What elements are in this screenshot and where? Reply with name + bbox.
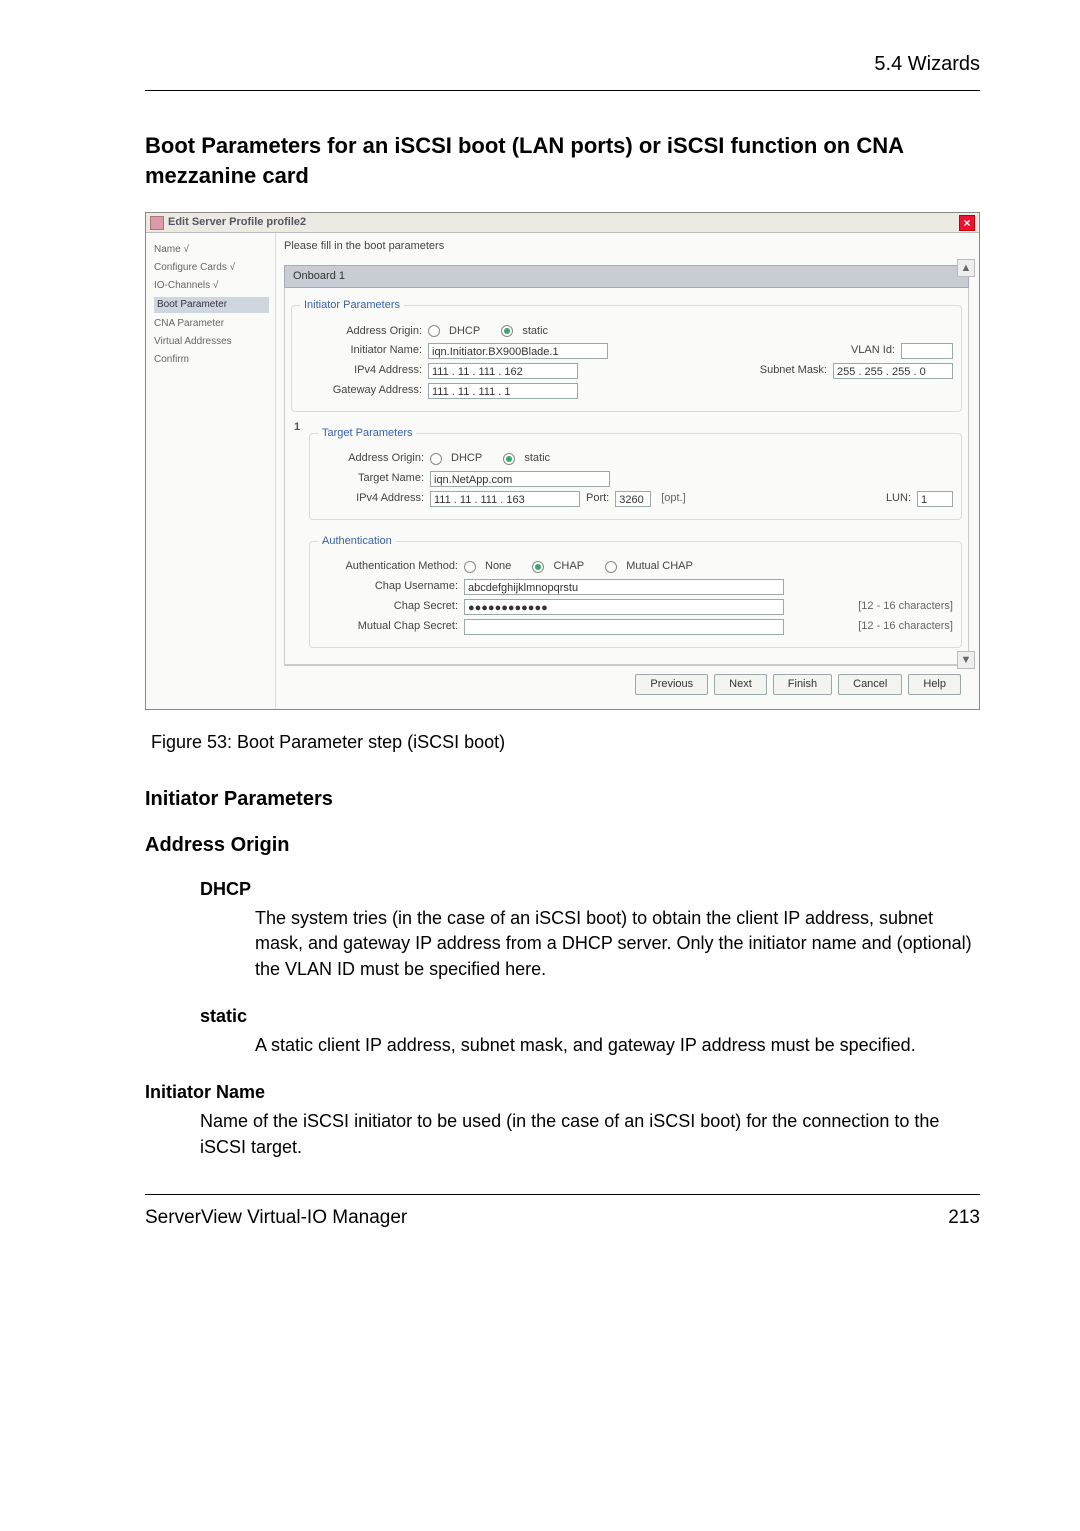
label: Chap Secret:	[318, 599, 458, 614]
sidebar-item-selected[interactable]: Boot Parameter	[154, 297, 269, 313]
sidebar-item[interactable]: IO-Channels √	[154, 279, 269, 293]
target-parameters-group: Target Parameters Address Origin: DHCP s…	[309, 426, 962, 520]
radio-chap[interactable]	[532, 561, 544, 573]
label: Subnet Mask:	[760, 363, 827, 378]
label: Target Name:	[318, 471, 424, 486]
text-dhcp: The system tries (in the case of an iSCS…	[255, 906, 980, 982]
label: IPv4 Address:	[318, 491, 424, 506]
button-bar: Previous Next Finish Cancel Help	[284, 665, 969, 703]
label: Initiator Name:	[300, 343, 422, 358]
radio-label: static	[524, 451, 550, 466]
label: Address Origin:	[318, 451, 424, 466]
char-range-hint: [12 - 16 characters]	[858, 599, 953, 614]
char-range-hint: [12 - 16 characters]	[858, 619, 953, 634]
initiator-name-input[interactable]: iqn.Initiator.BX900Blade.1	[428, 343, 608, 359]
label: VLAN Id:	[851, 343, 895, 358]
page-title: Boot Parameters for an iSCSI boot (LAN p…	[145, 131, 980, 190]
sidebar-item[interactable]: Virtual Addresses	[154, 335, 269, 349]
cancel-button[interactable]: Cancel	[838, 674, 902, 695]
next-button[interactable]: Next	[714, 674, 767, 695]
radio-mutual-chap[interactable]	[605, 561, 617, 573]
ipv4-input[interactable]: 111 . 11 . 111 . 162	[428, 363, 578, 379]
label: Gateway Address:	[300, 383, 422, 398]
window-title: Edit Server Profile profile2	[168, 215, 959, 230]
label: IPv4 Address:	[300, 363, 422, 378]
chap-secret-input[interactable]: ●●●●●●●●●●●●	[464, 599, 784, 615]
window-titlebar: Edit Server Profile profile2 ×	[146, 213, 979, 233]
heading-address-origin: Address Origin	[145, 831, 980, 859]
heading-initiator-parameters: Initiator Parameters	[145, 785, 980, 813]
target-name-input[interactable]: iqn.NetApp.com	[430, 471, 610, 487]
opt-hint: [opt.]	[661, 491, 685, 506]
close-icon[interactable]: ×	[959, 215, 975, 231]
finish-button[interactable]: Finish	[773, 674, 832, 695]
lun-input[interactable]: 1	[917, 491, 953, 507]
term-dhcp: DHCP	[200, 877, 980, 902]
divider	[145, 90, 980, 91]
authentication-group: Authentication Authentication Method: No…	[309, 534, 962, 648]
scroll-down-icon[interactable]: ▼	[957, 651, 975, 669]
radio-label: static	[522, 324, 548, 339]
group-legend: Initiator Parameters	[300, 298, 404, 313]
footer-page: 213	[948, 1205, 980, 1232]
sidebar-item[interactable]: Name √	[154, 243, 269, 257]
screenshot-window: Edit Server Profile profile2 × Name √ Co…	[145, 212, 980, 710]
help-button[interactable]: Help	[908, 674, 961, 695]
previous-button[interactable]: Previous	[635, 674, 708, 695]
vlan-id-input[interactable]	[901, 343, 953, 359]
port-input[interactable]: 3260	[615, 491, 651, 507]
radio-label: DHCP	[451, 451, 482, 466]
radio-static[interactable]	[501, 325, 513, 337]
instruction-text: Please fill in the boot parameters	[284, 239, 969, 254]
radio-none[interactable]	[464, 561, 476, 573]
wizard-sidebar: Name √ Configure Cards √ IO-Channels √ B…	[146, 233, 276, 709]
sidebar-item[interactable]: Configure Cards √	[154, 261, 269, 275]
subnet-input[interactable]: 255 . 255 . 255 . 0	[833, 363, 953, 379]
label: Port:	[586, 491, 609, 506]
window-icon	[150, 216, 164, 230]
text-initiator-name: Name of the iSCSI initiator to be used (…	[200, 1109, 980, 1159]
label: LUN:	[886, 491, 911, 506]
label: Authentication Method:	[318, 559, 458, 574]
card-header: Onboard 1	[284, 265, 969, 288]
footer-product: ServerView Virtual-IO Manager	[145, 1205, 407, 1232]
label: Mutual Chap Secret:	[318, 619, 458, 634]
figure-caption: Figure 53: Boot Parameter step (iSCSI bo…	[151, 730, 980, 755]
label: Chap Username:	[318, 579, 458, 594]
radio-dhcp[interactable]	[428, 325, 440, 337]
target-index: 1	[291, 420, 303, 435]
sidebar-item[interactable]: Confirm	[154, 353, 269, 367]
scroll-up-icon[interactable]: ▲	[957, 259, 975, 277]
gateway-input[interactable]: 111 . 11 . 111 . 1	[428, 383, 578, 399]
label: Address Origin:	[300, 324, 422, 339]
radio-label: None	[485, 559, 511, 574]
section-header: 5.4 Wizards	[145, 50, 980, 78]
group-legend: Authentication	[318, 534, 396, 549]
target-ipv4-input[interactable]: 111 . 11 . 111 . 163	[430, 491, 580, 507]
radio-static[interactable]	[503, 453, 515, 465]
group-legend: Target Parameters	[318, 426, 416, 441]
radio-label: DHCP	[449, 324, 480, 339]
term-initiator-name: Initiator Name	[145, 1080, 980, 1105]
radio-dhcp[interactable]	[430, 453, 442, 465]
chap-username-input[interactable]: abcdefghijklmnopqrstu	[464, 579, 784, 595]
wizard-main: Please fill in the boot parameters Onboa…	[276, 233, 979, 709]
sidebar-item[interactable]: CNA Parameter	[154, 317, 269, 331]
text-static: A static client IP address, subnet mask,…	[255, 1033, 980, 1058]
radio-label: CHAP	[553, 559, 584, 574]
initiator-parameters-group: Initiator Parameters Address Origin: DHC…	[291, 298, 962, 412]
term-static: static	[200, 1004, 980, 1029]
radio-label: Mutual CHAP	[626, 559, 693, 574]
mutual-chap-secret-input[interactable]	[464, 619, 784, 635]
